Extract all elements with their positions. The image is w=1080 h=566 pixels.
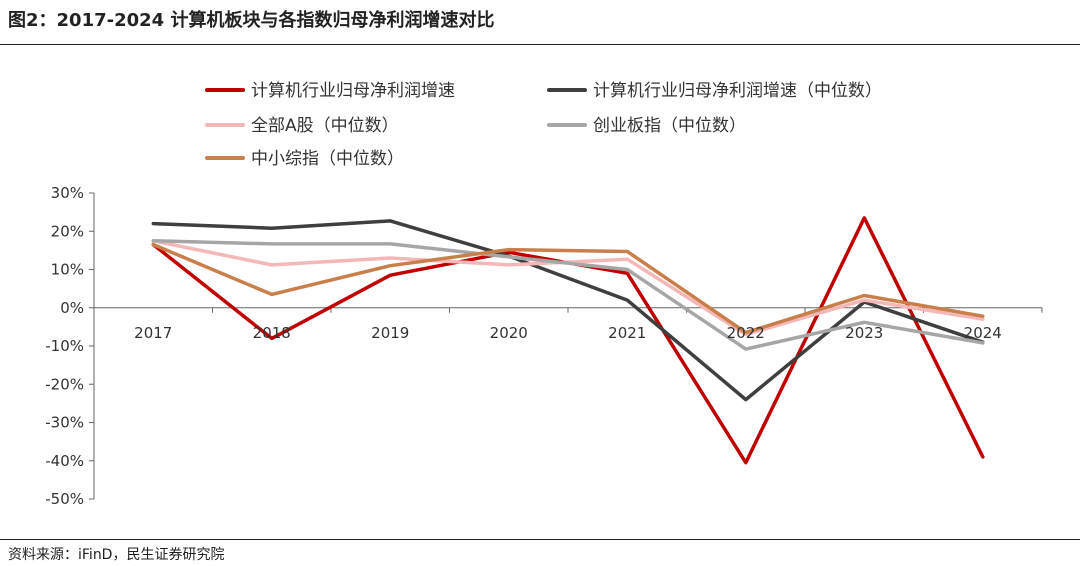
y-tick-label: -30% bbox=[45, 414, 84, 432]
top-divider bbox=[0, 44, 1080, 45]
y-tick-label: -20% bbox=[45, 375, 84, 393]
x-tick-label: 2021 bbox=[608, 324, 646, 342]
series-line-4 bbox=[151, 239, 985, 351]
y-tick-label: -40% bbox=[45, 452, 84, 470]
x-tick-label: 2017 bbox=[134, 324, 172, 342]
figure-title: 图2：2017-2024 计算机板块与各指数归母净利润增速对比 bbox=[8, 10, 495, 31]
axes: 30% 20% 10% 0% -10% -20% -30% -40% -50% bbox=[45, 184, 1043, 508]
y-tick-label: 10% bbox=[51, 261, 84, 279]
legend-label: 计算机行业归母净利润增速（中位数） bbox=[593, 81, 882, 101]
series-lines bbox=[151, 216, 985, 465]
y-tick-label: 20% bbox=[51, 222, 84, 240]
source-note: 资料来源：iFinD，民生证券研究院 bbox=[8, 547, 225, 563]
y-tick-label: -10% bbox=[45, 337, 84, 355]
y-tick-label: 0% bbox=[60, 299, 84, 317]
series-line-3 bbox=[151, 239, 985, 337]
series-line-5 bbox=[151, 242, 985, 335]
legend-label: 计算机行业归母净利润增速 bbox=[251, 81, 455, 101]
legend-label: 创业板指（中位数） bbox=[593, 116, 746, 136]
x-tick-label: 2018 bbox=[253, 324, 291, 342]
x-tick-label: 2024 bbox=[964, 324, 1002, 342]
x-tick-label: 2023 bbox=[845, 324, 883, 342]
legend-label: 全部A股（中位数） bbox=[251, 116, 399, 136]
x-tick-label: 2020 bbox=[490, 324, 528, 342]
legend-label: 中小综指（中位数） bbox=[251, 149, 404, 169]
y-tick-label: 30% bbox=[51, 184, 84, 202]
x-tick-label: 2019 bbox=[371, 324, 409, 342]
x-tick-label: 2022 bbox=[727, 324, 765, 342]
legend: 计算机行业归母净利润增速 计算机行业归母净利润增速（中位数） 全部A股（中位数） 创业… bbox=[205, 81, 882, 169]
bottom-divider bbox=[0, 539, 1080, 540]
y-tick-label: -50% bbox=[45, 490, 84, 508]
series-line-2 bbox=[151, 219, 985, 402]
